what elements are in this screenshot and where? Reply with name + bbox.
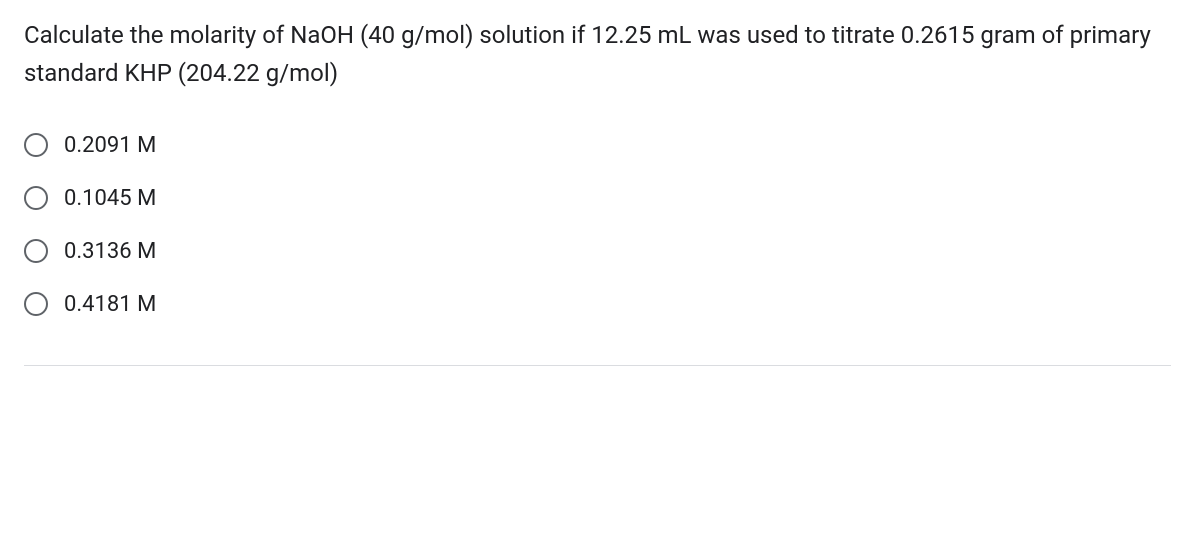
radio-icon[interactable]	[24, 292, 48, 316]
question-text: Calculate the molarity of NaOH (40 g/mol…	[24, 16, 1171, 93]
radio-icon[interactable]	[24, 239, 48, 263]
option-label: 0.2091 M	[64, 133, 156, 158]
options-container: 0.2091 M 0.1045 M 0.3136 M 0.4181 M	[24, 133, 1171, 317]
option-row-3[interactable]: 0.3136 M	[24, 239, 1171, 264]
radio-icon[interactable]	[24, 133, 48, 157]
option-row-4[interactable]: 0.4181 M	[24, 292, 1171, 317]
option-row-2[interactable]: 0.1045 M	[24, 186, 1171, 211]
option-label: 0.3136 M	[64, 239, 156, 264]
option-row-1[interactable]: 0.2091 M	[24, 133, 1171, 158]
option-label: 0.1045 M	[64, 186, 156, 211]
divider	[24, 365, 1171, 366]
option-label: 0.4181 M	[64, 292, 156, 317]
radio-icon[interactable]	[24, 186, 48, 210]
